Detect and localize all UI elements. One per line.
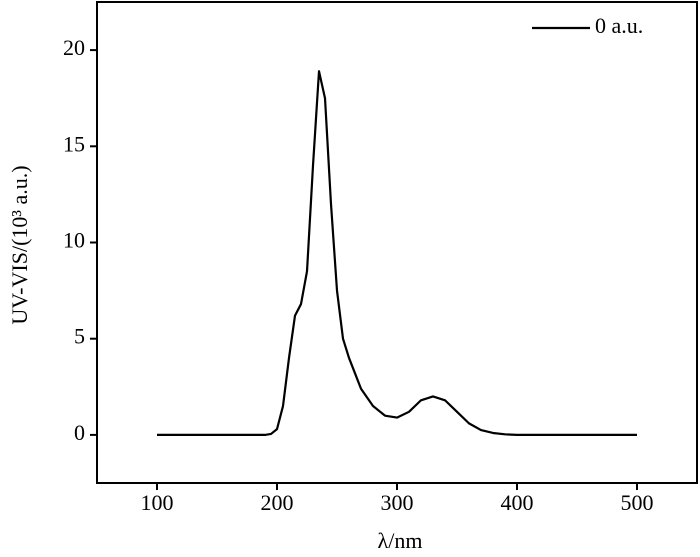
plot-frame: [96, 1, 698, 484]
y-tick-label: 0: [74, 420, 85, 445]
y-tick-label: 10: [63, 228, 85, 253]
data-line: [157, 70, 637, 436]
x-tick-label: 500: [621, 490, 654, 515]
y-tick-label: 20: [63, 35, 85, 60]
legend-label: 0 a.u.: [595, 13, 643, 38]
x-axis-label: λ/nm: [378, 528, 423, 553]
x-tick-label: 300: [381, 490, 414, 515]
x-tick-label: 400: [501, 490, 534, 515]
x-tick-label: 100: [141, 490, 174, 515]
y-axis-label: UV-VIS/(10³ a.u.): [7, 165, 32, 324]
y-tick-label: 15: [63, 131, 85, 156]
x-tick-label: 200: [261, 490, 294, 515]
y-tick-label: 5: [74, 324, 85, 349]
